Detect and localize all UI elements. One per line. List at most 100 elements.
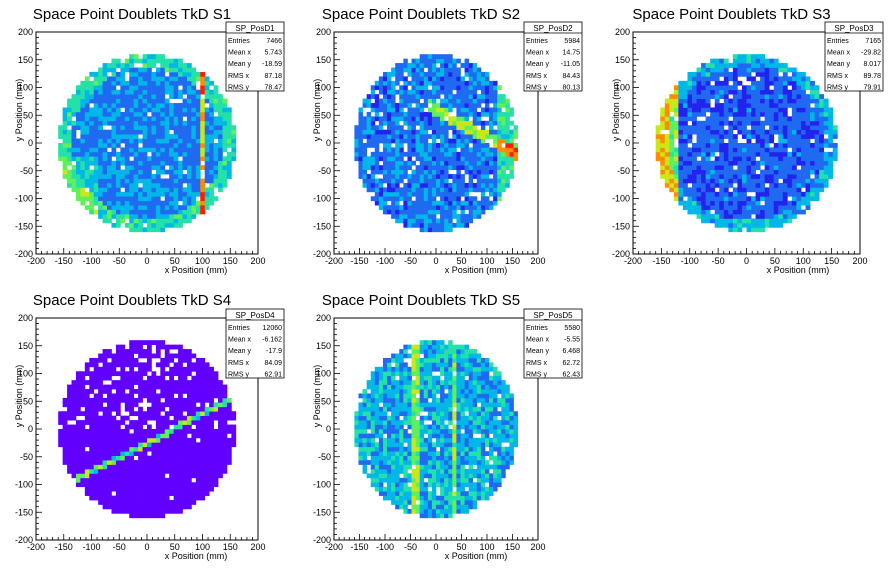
heatmap-bin bbox=[80, 156, 86, 162]
heatmap-bin bbox=[111, 482, 117, 488]
heatmap-bin bbox=[129, 94, 135, 99]
heatmap-bin bbox=[366, 103, 372, 108]
heatmap-bin bbox=[741, 205, 747, 210]
heatmap-bin bbox=[791, 143, 797, 148]
heatmap-bin bbox=[120, 415, 126, 421]
heatmap-bin bbox=[370, 138, 376, 144]
heatmap-bin bbox=[391, 107, 396, 113]
heatmap-bin bbox=[182, 420, 188, 425]
heatmap-bin bbox=[391, 174, 396, 179]
heatmap-bin bbox=[129, 389, 135, 394]
x-tick-label: 200 bbox=[852, 256, 867, 266]
heatmap-bin bbox=[133, 107, 139, 113]
heatmap-bin bbox=[782, 218, 788, 224]
heatmap-bin bbox=[231, 143, 237, 148]
heatmap-bin bbox=[191, 111, 197, 117]
heatmap-bin bbox=[102, 491, 108, 496]
heatmap-bin bbox=[509, 147, 514, 153]
heatmap-bin bbox=[213, 384, 219, 390]
x-tick-label: 0 bbox=[744, 256, 749, 266]
heatmap-bin bbox=[501, 111, 506, 117]
heatmap-bin bbox=[178, 420, 183, 425]
heatmap-bin bbox=[814, 191, 820, 197]
heatmap-bin bbox=[186, 473, 192, 479]
heatmap-bin bbox=[102, 138, 108, 144]
heatmap-bin bbox=[160, 218, 166, 224]
heatmap-bin bbox=[75, 397, 81, 403]
heatmap-bin bbox=[80, 116, 86, 122]
heatmap-bin bbox=[213, 437, 219, 443]
heatmap-bin bbox=[138, 58, 143, 64]
heatmap-bin bbox=[67, 138, 72, 144]
heatmap-bin bbox=[133, 80, 139, 86]
heatmap-bin bbox=[115, 222, 121, 228]
heatmap-bin bbox=[102, 196, 108, 202]
heatmap-bin bbox=[155, 375, 161, 381]
heatmap-bin bbox=[107, 384, 112, 390]
heatmap-bin bbox=[204, 429, 210, 434]
heatmap-bin bbox=[133, 433, 139, 439]
heatmap-bin bbox=[133, 54, 139, 59]
heatmap-bin bbox=[111, 402, 117, 408]
heatmap-bin bbox=[111, 80, 117, 86]
heatmap-bin bbox=[440, 120, 445, 126]
heatmap-bin bbox=[460, 182, 465, 188]
heatmap-bin bbox=[107, 491, 112, 496]
heatmap-bin bbox=[80, 107, 86, 113]
heatmap-bin bbox=[746, 120, 752, 126]
heatmap-bin bbox=[814, 196, 820, 202]
heatmap-bin bbox=[124, 89, 130, 95]
heatmap-bin bbox=[169, 508, 174, 514]
heatmap-bin bbox=[200, 424, 206, 430]
heatmap-bin bbox=[755, 214, 761, 219]
heatmap-bin bbox=[710, 120, 716, 126]
heatmap-bin bbox=[805, 160, 811, 166]
heatmap-bin bbox=[773, 63, 779, 68]
heatmap-bin bbox=[746, 209, 752, 215]
heatmap-bin bbox=[682, 125, 688, 131]
heatmap-bin bbox=[218, 174, 223, 179]
heatmap-bin bbox=[191, 411, 197, 417]
heatmap-bin bbox=[67, 406, 72, 412]
heatmap-bin bbox=[444, 160, 449, 166]
heatmap-bin bbox=[129, 169, 135, 175]
heatmap-bin bbox=[472, 138, 478, 144]
heatmap-bin bbox=[764, 94, 770, 99]
heatmap-bin bbox=[732, 187, 738, 193]
heatmap-bin bbox=[427, 143, 433, 148]
heatmap-bin bbox=[460, 165, 465, 170]
heatmap-bin bbox=[370, 151, 376, 157]
heatmap-bin bbox=[755, 89, 761, 95]
heatmap-bin bbox=[692, 120, 697, 126]
heatmap-bin bbox=[460, 147, 465, 153]
heatmap-bin bbox=[440, 138, 445, 144]
heatmap-bin bbox=[448, 85, 453, 91]
heatmap-bin bbox=[751, 147, 756, 153]
heatmap-bin bbox=[755, 63, 761, 68]
heatmap-bin bbox=[191, 406, 197, 412]
heatmap-bin bbox=[107, 371, 112, 377]
heatmap-bin bbox=[173, 504, 179, 510]
heatmap-bin bbox=[764, 120, 770, 126]
heatmap-bin bbox=[796, 116, 802, 122]
heatmap-bin bbox=[436, 85, 441, 91]
heatmap-bin bbox=[431, 120, 437, 126]
heatmap-bin bbox=[710, 76, 716, 82]
heatmap-bin bbox=[107, 411, 112, 417]
heatmap-bin bbox=[204, 460, 210, 465]
heatmap-bin bbox=[805, 187, 811, 193]
heatmap-bin bbox=[800, 138, 806, 144]
heatmap-bin bbox=[200, 406, 206, 412]
heatmap-bin bbox=[819, 138, 825, 144]
heatmap-bin bbox=[692, 116, 697, 122]
heatmap-bin bbox=[819, 178, 825, 184]
heatmap-bin bbox=[497, 169, 502, 175]
heatmap-bin bbox=[678, 160, 684, 166]
heatmap-bin bbox=[120, 433, 126, 439]
heatmap-bin bbox=[120, 71, 126, 77]
heatmap-bin bbox=[111, 178, 117, 184]
heatmap-bin bbox=[480, 129, 486, 135]
heatmap-bin bbox=[489, 160, 494, 166]
heatmap-bin bbox=[710, 116, 716, 122]
heatmap-bin bbox=[142, 513, 148, 519]
